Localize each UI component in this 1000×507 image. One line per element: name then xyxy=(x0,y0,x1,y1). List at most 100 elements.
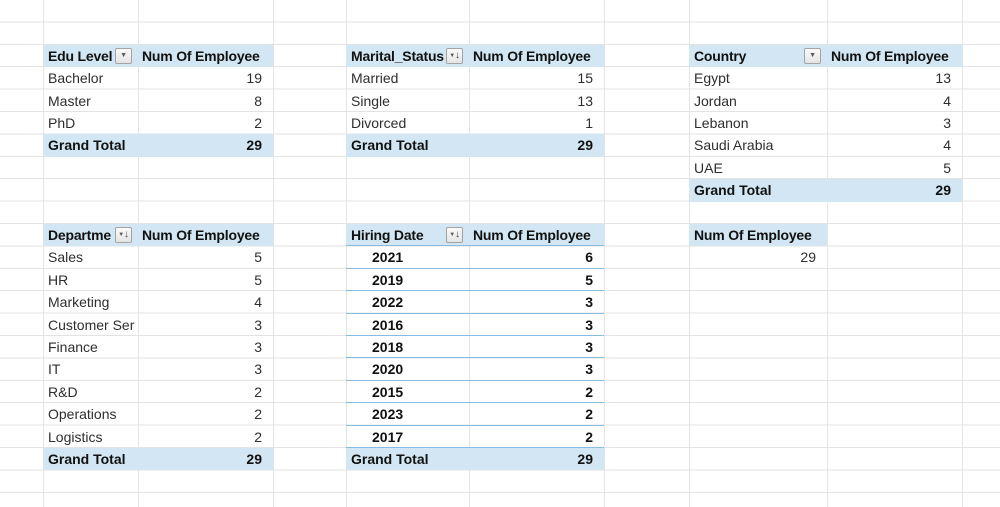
pivot-row: 2019 5 xyxy=(346,269,604,292)
row-value-cell[interactable]: 13 xyxy=(577,92,593,109)
field-header-cell[interactable]: Marital_Status ▼ ↓ xyxy=(346,45,469,67)
row-label-cell[interactable]: 2022 xyxy=(372,294,404,311)
row-value-cell[interactable]: 4 xyxy=(943,137,951,154)
row-value-cell[interactable]: 5 xyxy=(943,159,951,176)
pivot-row: 2016 3 xyxy=(346,314,604,336)
filter-sort-dropdown-button[interactable]: ▼ ↓ xyxy=(446,47,463,64)
grand-total-value-cell[interactable]: 29 xyxy=(246,450,262,467)
pivot-header-row: Country ▼ Num Of Employee xyxy=(689,44,962,68)
field-header-label: Country xyxy=(694,47,747,64)
row-label-cell[interactable]: R&D xyxy=(48,383,78,400)
row-value-cell[interactable]: 2 xyxy=(254,406,262,423)
row-label-cell[interactable]: 2018 xyxy=(372,338,404,355)
grand-total-label-cell[interactable]: Grand Total xyxy=(351,137,429,154)
row-label-cell[interactable]: 2016 xyxy=(372,316,404,333)
row-value-cell[interactable]: 1 xyxy=(585,114,593,131)
grand-total-label-cell[interactable]: Grand Total xyxy=(351,450,429,467)
measure-header-cell[interactable]: Num Of Employee xyxy=(142,227,260,243)
row-value-cell[interactable]: 3 xyxy=(585,361,593,378)
row-label-cell[interactable]: Operations xyxy=(48,406,117,423)
row-label-cell[interactable]: Married xyxy=(351,70,399,87)
row-value-cell[interactable]: 3 xyxy=(943,114,951,131)
row-value-cell[interactable]: 19 xyxy=(246,70,262,87)
grand-total-value-cell[interactable]: 29 xyxy=(935,182,951,199)
row-label-cell[interactable]: HR xyxy=(48,271,69,288)
grand-total-row: Grand Total 29 xyxy=(346,134,604,157)
row-value-cell[interactable]: 3 xyxy=(254,338,262,355)
row-label-cell[interactable]: Finance xyxy=(48,338,98,355)
grand-total-label-cell[interactable]: Grand Total xyxy=(48,137,126,154)
row-label-cell[interactable]: Lebanon xyxy=(694,114,749,131)
row-value-cell[interactable]: 4 xyxy=(943,92,951,109)
row-label-cell[interactable]: 2017 xyxy=(372,428,404,445)
measure-header-cell[interactable]: Num Of Employee xyxy=(473,227,591,243)
row-label-cell[interactable]: 2015 xyxy=(372,383,404,400)
row-value-cell[interactable]: 15 xyxy=(577,70,593,87)
row-label-cell[interactable]: Egypt xyxy=(694,70,730,87)
row-value-cell[interactable]: 5 xyxy=(254,271,262,288)
filter-dropdown-button[interactable]: ▼ xyxy=(804,47,821,64)
pivot-row: Saudi Arabia 4 xyxy=(689,134,962,156)
measure-header-cell[interactable]: Num Of Employee xyxy=(831,47,949,64)
row-label-cell[interactable]: Logistics xyxy=(48,428,103,445)
row-label-cell[interactable]: UAE xyxy=(694,159,723,176)
row-value-cell[interactable]: 8 xyxy=(254,92,262,109)
pivot-row: 2015 2 xyxy=(346,381,604,404)
row-value-cell[interactable]: 2 xyxy=(585,406,593,423)
row-value-cell[interactable]: 5 xyxy=(585,271,593,288)
field-header-label: Departme xyxy=(48,227,111,243)
field-header-cell[interactable]: Country ▼ xyxy=(689,45,827,67)
pivot-row: Lebanon 3 xyxy=(689,112,962,134)
field-header-cell[interactable]: Departme ▼ ↓ xyxy=(43,224,138,246)
row-value-cell[interactable]: 3 xyxy=(254,316,262,333)
row-value-cell[interactable]: 4 xyxy=(254,294,262,311)
field-header-cell[interactable]: Hiring Date ▼ ↓ xyxy=(346,224,469,245)
row-label-cell[interactable]: 2020 xyxy=(372,361,404,378)
dropdown-icon: ▼ xyxy=(118,232,124,239)
row-value-cell[interactable]: 2 xyxy=(254,383,262,400)
grand-total-value-cell[interactable]: 29 xyxy=(577,450,593,467)
measure-header-cell[interactable]: Num Of Employee xyxy=(142,47,260,64)
row-label-cell[interactable]: Single xyxy=(351,92,390,109)
filter-sort-dropdown-button[interactable]: ▼ ↓ xyxy=(115,227,132,244)
row-label-cell[interactable]: PhD xyxy=(48,114,76,131)
row-value-cell[interactable]: 5 xyxy=(254,249,262,266)
pivot-row: Sales 5 xyxy=(43,246,273,268)
row-value-cell[interactable]: 13 xyxy=(935,70,951,87)
row-value-cell[interactable]: 2 xyxy=(254,114,262,131)
pivot-row: Bachelor 19 xyxy=(43,67,273,89)
field-header-cell[interactable]: Edu Level ▼ xyxy=(43,45,138,67)
row-value-cell[interactable]: 6 xyxy=(585,249,593,266)
pivot-row: Jordan 4 xyxy=(689,90,962,112)
grand-total-value-cell[interactable]: 29 xyxy=(246,137,262,154)
row-label-cell[interactable]: Saudi Arabia xyxy=(694,137,774,154)
row-value-cell[interactable]: 3 xyxy=(585,316,593,333)
row-value-cell[interactable]: 2 xyxy=(254,428,262,445)
row-value-cell[interactable]: 3 xyxy=(585,294,593,311)
row-value-cell[interactable]: 2 xyxy=(585,428,593,445)
row-label-cell[interactable]: Jordan xyxy=(694,92,737,109)
filter-dropdown-button[interactable]: ▼ xyxy=(115,47,132,64)
row-label-cell[interactable]: Customer Ser xyxy=(48,316,135,333)
grand-total-value-cell[interactable]: 29 xyxy=(577,137,593,154)
grand-total-label-cell[interactable]: Grand Total xyxy=(48,450,126,467)
grand-total-label-cell[interactable]: Grand Total xyxy=(694,182,772,199)
row-label-cell[interactable]: Sales xyxy=(48,249,84,266)
row-value-cell[interactable]: 29 xyxy=(800,249,816,266)
row-value-cell[interactable]: 3 xyxy=(585,338,593,355)
dropdown-icon: ▼ xyxy=(449,231,455,238)
filter-sort-dropdown-button[interactable]: ▼ ↓ xyxy=(446,226,463,243)
row-label-cell[interactable]: 2023 xyxy=(372,406,404,423)
measure-header-cell[interactable]: Num Of Employee xyxy=(694,227,812,243)
row-label-cell[interactable]: Marketing xyxy=(48,294,110,311)
row-label-cell[interactable]: Divorced xyxy=(351,114,407,131)
row-label-cell[interactable]: Master xyxy=(48,92,91,109)
row-label-cell[interactable]: 2019 xyxy=(372,271,404,288)
row-label-cell[interactable]: Bachelor xyxy=(48,70,104,87)
row-label-cell[interactable]: IT xyxy=(48,361,61,378)
row-label-cell[interactable]: 2021 xyxy=(372,249,404,266)
row-value-cell[interactable]: 3 xyxy=(254,361,262,378)
row-value-cell[interactable]: 2 xyxy=(585,383,593,400)
measure-header-cell[interactable]: Num Of Employee xyxy=(473,47,591,64)
